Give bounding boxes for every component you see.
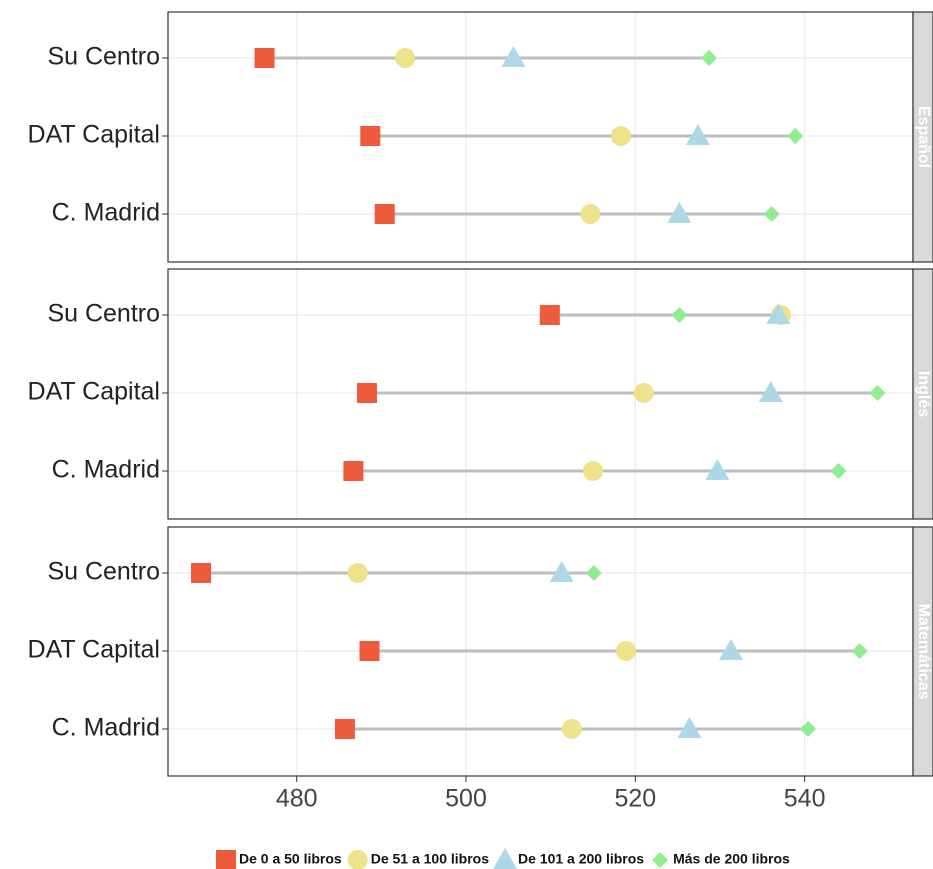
marker-square <box>374 204 395 224</box>
strip-background <box>912 268 933 520</box>
strip-background <box>912 11 933 263</box>
legend-label: De 101 a 200 libros <box>518 851 644 867</box>
y-tick-label: DAT Capital <box>28 378 160 406</box>
legend-label: De 0 a 50 libros <box>239 851 342 867</box>
marker-square <box>334 719 355 739</box>
marker-diamond <box>869 385 886 401</box>
marker-circle <box>610 126 631 146</box>
y-tick-label: Su Centro <box>47 300 160 328</box>
marker-diamond <box>830 463 847 479</box>
marker-circle <box>347 563 368 583</box>
marker-triangle <box>718 639 743 660</box>
y-tick-label: C. Madrid <box>52 714 160 742</box>
marker-triangle <box>705 459 730 480</box>
marker-square <box>343 461 364 481</box>
x-tick-label: 520 <box>614 785 656 813</box>
y-tick-label: C. Madrid <box>52 456 160 484</box>
marker-diamond <box>585 565 602 581</box>
marker-circle <box>633 383 654 403</box>
strip-label: Matemáticas <box>915 603 932 699</box>
marker-diamond <box>851 643 868 659</box>
x-tick-label: 500 <box>445 785 487 813</box>
marker-diamond <box>800 721 817 737</box>
legend-label: De 51 a 100 libros <box>371 851 490 867</box>
legend-label: Más de 200 libros <box>673 851 790 867</box>
marker-triangle <box>549 561 574 582</box>
strip-background <box>912 526 933 777</box>
marker-triangle <box>677 717 702 738</box>
marker-circle <box>582 461 603 481</box>
strip-label: Español <box>915 106 932 168</box>
marker-triangle <box>766 303 791 324</box>
y-tick-label: Su Centro <box>47 43 160 71</box>
marker-diamond <box>652 852 669 868</box>
marker-diamond <box>671 307 688 323</box>
marker-circle <box>561 719 582 739</box>
marker-diamond <box>763 206 780 222</box>
marker-circle <box>580 204 601 224</box>
marker-square <box>356 383 377 403</box>
x-tick-label: 480 <box>276 785 318 813</box>
y-tick-label: Su Centro <box>47 558 160 586</box>
marker-diamond <box>700 50 717 66</box>
marker-triangle <box>685 124 710 145</box>
marker-circle <box>347 850 368 869</box>
y-tick-label: C. Madrid <box>52 199 160 227</box>
marker-diamond <box>787 128 804 144</box>
marker-square <box>360 126 381 146</box>
y-tick-label: DAT Capital <box>28 121 160 149</box>
marker-triangle <box>493 848 518 869</box>
marker-triangle <box>667 202 692 223</box>
marker-square <box>191 563 212 583</box>
marker-triangle <box>758 381 783 402</box>
x-tick-label: 540 <box>784 785 826 813</box>
marker-circle <box>395 48 416 68</box>
marker-square <box>359 641 380 661</box>
marker-square <box>254 48 275 68</box>
marker-square <box>216 850 236 869</box>
marker-circle <box>616 641 637 661</box>
marker-square <box>539 305 560 325</box>
marker-triangle <box>501 46 526 67</box>
strip-label: Inglés <box>915 371 932 417</box>
y-tick-label: DAT Capital <box>28 636 160 664</box>
